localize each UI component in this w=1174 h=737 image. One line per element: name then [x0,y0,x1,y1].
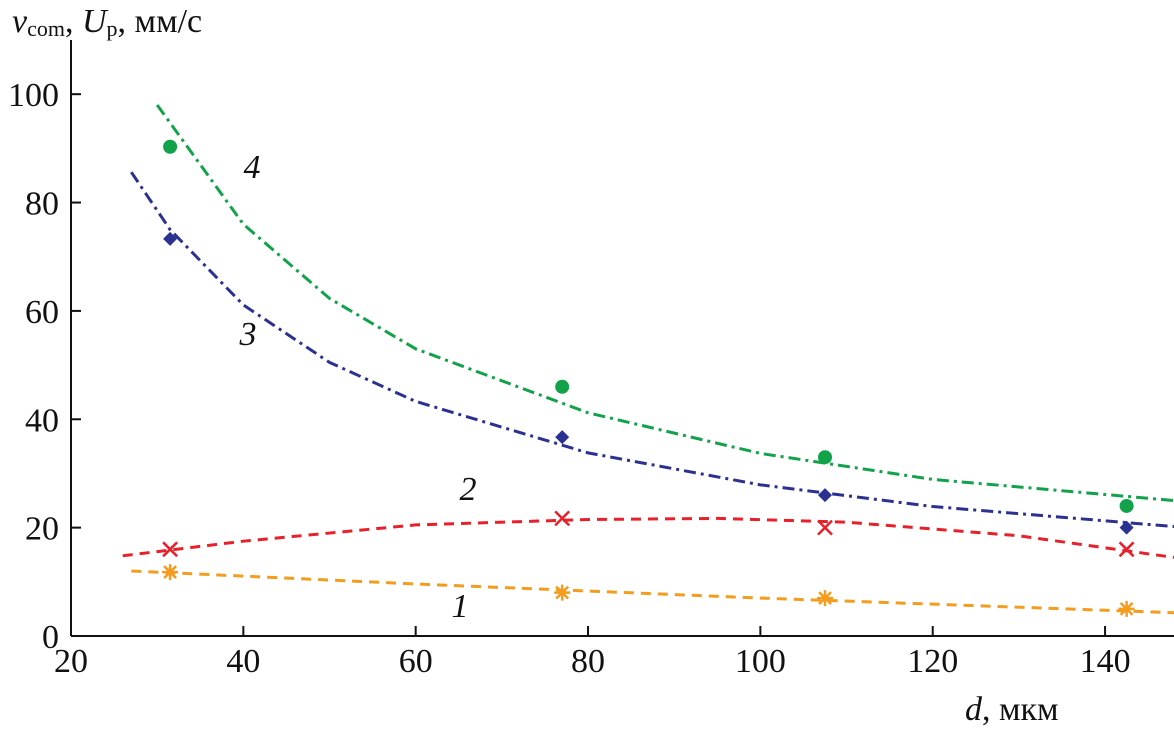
label-part: d [965,691,983,728]
marker [817,590,834,607]
fit-line [131,569,1174,615]
marker [818,488,833,503]
fit-line [122,516,1174,559]
label-part: , [65,3,82,40]
x-tick-label: 140 [1080,643,1131,680]
x-tick-label: 120 [907,643,958,680]
y-tick-label: 100 [8,77,59,114]
y-tick-label: 20 [25,511,59,548]
marker [163,139,178,154]
label-part: , мкм [982,691,1059,728]
label-part: p [107,16,118,41]
series-label: 1 [452,588,469,625]
fit-line [130,171,1174,529]
x-axis-label: d, мкм [965,691,1059,728]
y-tick-label: 60 [25,294,59,331]
x-tick-label: 60 [399,643,433,680]
label-part: , мм/с [118,3,203,40]
marker [162,564,179,581]
series-label: 3 [239,316,257,353]
marker [554,510,571,527]
marker [163,231,178,246]
x-tick-label: 20 [54,643,88,680]
marker [555,430,570,445]
label-part: com [27,16,65,41]
marker [1119,498,1134,513]
x-tick-label: 80 [571,643,605,680]
series-label: 4 [244,149,261,186]
marker [1118,541,1135,558]
y-tick-label: 0 [42,619,59,656]
marker [162,541,178,558]
marker [817,519,833,536]
label-part: v [12,3,28,40]
marker [555,379,570,394]
marker [1118,600,1135,617]
label-part: U [82,3,109,40]
y-axis-label: vcom, Up, мм/с [12,3,202,41]
y-tick-label: 40 [25,402,59,439]
marker [1119,520,1134,535]
marker [554,584,571,601]
fit-line [155,104,1174,503]
series-label: 2 [460,471,477,508]
y-tick-label: 80 [25,186,59,223]
x-tick-label: 40 [226,643,260,680]
marker [818,450,833,465]
x-tick-label: 100 [735,643,786,680]
